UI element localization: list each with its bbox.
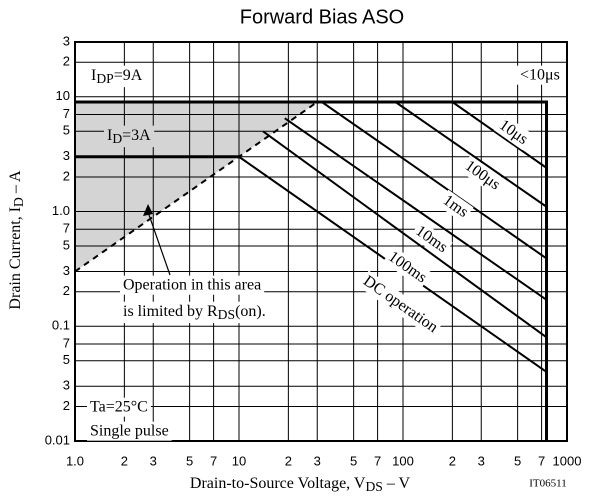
id-label-sub: D: [112, 131, 122, 146]
condition: Single pulse: [90, 423, 169, 440]
y-tick-label: 2: [63, 398, 70, 413]
y-tick-label: 1.0: [52, 203, 70, 218]
y-tick-label: 5: [63, 352, 70, 367]
x-axis-title-after: – V: [383, 475, 411, 492]
label-background: [120, 275, 265, 295]
x-tick-label: 3: [478, 453, 485, 468]
note-line-sub: DS: [218, 307, 235, 322]
label-background: [88, 65, 146, 88]
label-background: [87, 421, 172, 441]
y-tick-label: 0.1: [52, 318, 70, 333]
y-tick-label: 7: [63, 335, 70, 350]
plot-frame: [74, 41, 568, 442]
id-label-after: =3A: [122, 127, 151, 144]
x-tick-label: 7: [374, 453, 381, 468]
note-line-main: is limited by R: [123, 303, 218, 320]
y-axis-title: Drain Current, ID – A: [7, 170, 26, 310]
note-line: is limited by RDS(on).: [123, 303, 266, 322]
x-axis-title-main: Drain-to-Source Voltage, V: [190, 475, 366, 492]
condition: Ta=25°C: [90, 399, 148, 416]
x-tick-label: 100: [392, 453, 414, 468]
note-line-after: (on).: [235, 303, 266, 320]
label-background: [493, 114, 534, 151]
note-line: Operation in this area: [123, 277, 261, 294]
x-tick-label: 7: [538, 453, 545, 468]
y-tick-label: 0.01: [45, 432, 70, 447]
x-tick-label: 2: [121, 453, 128, 468]
x-tick-label: 2: [449, 453, 456, 468]
y-tick-label: 7: [63, 221, 70, 236]
y-axis-title-after: – A: [7, 170, 24, 197]
x-tick-label: 5: [350, 453, 357, 468]
y-axis-title-sub: D: [11, 197, 26, 207]
y-tick-label: 2: [63, 168, 70, 183]
label-background: [382, 246, 433, 289]
y-axis-title-main: Drain Current, I: [7, 207, 24, 310]
x-tick-label: 3: [150, 453, 157, 468]
series-line: [451, 101, 548, 169]
series-line: [394, 101, 548, 208]
x-tick-label: 1.0: [66, 453, 84, 468]
idp-label-main: I: [91, 67, 96, 84]
y-tick-label: 5: [63, 237, 70, 252]
x-tick-label: 1000: [553, 453, 582, 468]
arrow-head: [143, 204, 153, 216]
idp-label: IDP=9A: [91, 67, 143, 86]
y-tick-label: 3: [63, 33, 70, 48]
y-tick-label: 7: [63, 106, 70, 121]
top-label: <10μs: [520, 67, 560, 84]
label-background: [104, 125, 155, 148]
x-axis-title: Drain-to-Source Voltage, VDS – V: [190, 475, 411, 494]
y-tick-label: 2: [63, 54, 70, 69]
id-label-main: I: [107, 127, 112, 144]
x-tick-label: 5: [186, 453, 193, 468]
label-background: [437, 189, 474, 223]
label-background: [87, 397, 151, 417]
series-line: [74, 101, 318, 273]
label-background: [357, 270, 444, 339]
label-background: [410, 220, 453, 259]
x-tick-label: 5: [514, 453, 521, 468]
y-tick-label: 5: [63, 123, 70, 138]
y-tick-label: 2: [63, 283, 70, 298]
series-line: [284, 117, 548, 301]
x-tick-label: 3: [314, 453, 321, 468]
id-label: ID=3A: [107, 127, 151, 146]
x-tick-label: 7: [210, 453, 217, 468]
figure-code: IT06511: [529, 478, 566, 490]
label-background: [120, 301, 269, 324]
chart-title: Forward Bias ASO: [240, 6, 405, 28]
idp-label-after: =9A: [114, 67, 143, 84]
y-tick-label: 3: [63, 148, 70, 163]
y-tick-label: 3: [63, 378, 70, 393]
idp-label-sub: DP: [96, 71, 114, 86]
series-line: [321, 101, 548, 260]
series-line: [262, 130, 548, 339]
series-line: [75, 100, 549, 441]
y-tick-label: 3: [63, 263, 70, 278]
x-axis-title-sub: DS: [365, 479, 382, 494]
x-tick-label: 2: [285, 453, 292, 468]
x-tick-label: 10: [232, 453, 246, 468]
y-tick-label: 10: [56, 88, 70, 103]
label-background: [459, 155, 506, 196]
arrow: [147, 211, 171, 276]
label-background: [517, 65, 563, 85]
